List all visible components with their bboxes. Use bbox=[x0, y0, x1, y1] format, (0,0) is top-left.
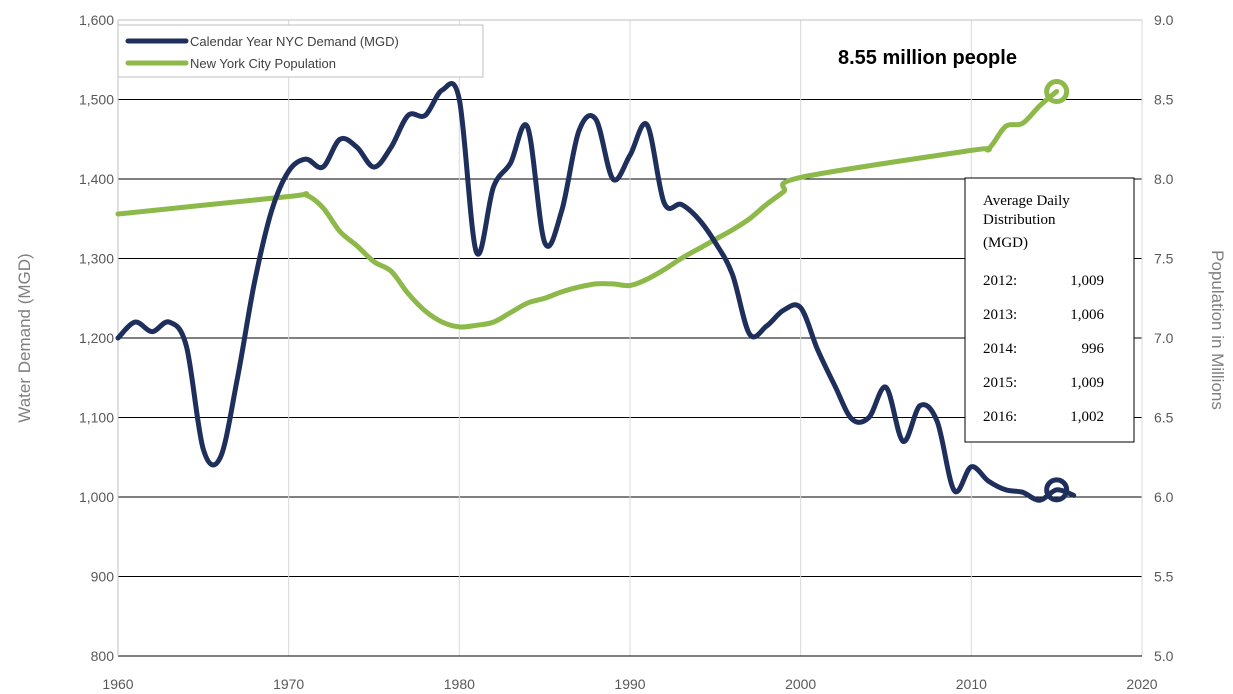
legend-label-demand: Calendar Year NYC Demand (MGD) bbox=[190, 34, 399, 49]
inset-row-value: 1,002 bbox=[1070, 409, 1104, 425]
y2-tick-label: 8.5 bbox=[1154, 92, 1174, 108]
inset-title-line-3: (MGD) bbox=[983, 235, 1028, 251]
y-tick-label: 1,600 bbox=[79, 12, 114, 28]
inset-row-year: 2014: bbox=[983, 341, 1017, 357]
y2-tick-label: 7.5 bbox=[1154, 251, 1174, 267]
inset-row-value: 1,006 bbox=[1070, 307, 1104, 323]
legend-box bbox=[117, 24, 484, 78]
inset-row-year: 2012: bbox=[983, 273, 1017, 289]
x-tick-label: 1960 bbox=[102, 676, 133, 692]
x-tick-label: 1980 bbox=[444, 676, 475, 692]
inset-row-year: 2016: bbox=[983, 409, 1017, 425]
y-tick-label: 900 bbox=[91, 569, 115, 585]
inset-title-line-1: Average Daily bbox=[983, 193, 1070, 209]
x-tick-label: 1990 bbox=[614, 676, 645, 692]
y2-tick-label: 9.0 bbox=[1154, 12, 1174, 28]
x-tick-label: 2000 bbox=[785, 676, 816, 692]
series-line-demand bbox=[115, 81, 1077, 503]
y2-tick-label: 8.0 bbox=[1154, 171, 1174, 187]
inset-row-value: 1,009 bbox=[1070, 273, 1104, 289]
marker-demand-2015 bbox=[1044, 477, 1070, 503]
inset-row-value: 1,009 bbox=[1070, 375, 1104, 391]
series-lines bbox=[115, 81, 1077, 503]
tick-labels: 800 900 1,000 1,100 1,200 1,300 1,400 1,500 1,60… bbox=[79, 12, 1174, 692]
inset-table: Average Daily Distribution (MGD) 2012: 1,… bbox=[964, 177, 1135, 443]
y-tick-label: 1,500 bbox=[79, 92, 114, 108]
inset-title-line-2: Distribution bbox=[983, 212, 1056, 228]
y2-tick-label: 5.0 bbox=[1154, 648, 1174, 664]
y2-tick-label: 5.5 bbox=[1154, 569, 1174, 585]
y2-tick-label: 7.0 bbox=[1154, 330, 1174, 346]
inset-rows: 2012: 1,009 2013: 1,006 2014: 996 2015: 1,009 20… bbox=[983, 273, 1105, 425]
legend-label-population: New York City Population bbox=[190, 56, 336, 71]
y-tick-label: 1,400 bbox=[79, 171, 114, 187]
legend: Calendar Year NYC Demand (MGD) New York … bbox=[117, 24, 484, 78]
y-tick-label: 1,100 bbox=[79, 410, 114, 426]
y-tick-label: 800 bbox=[91, 648, 115, 664]
x-tick-label: 1970 bbox=[273, 676, 304, 692]
grid bbox=[117, 19, 1143, 657]
end-markers bbox=[1044, 79, 1070, 503]
y2-tick-label: 6.0 bbox=[1154, 489, 1174, 505]
y2-tick-label: 6.5 bbox=[1154, 410, 1174, 426]
annotation-population: 8.55 million people bbox=[838, 47, 1017, 69]
x-tick-label: 2010 bbox=[956, 676, 987, 692]
y-tick-label: 1,300 bbox=[79, 251, 114, 267]
inset-table-box bbox=[964, 177, 1135, 443]
series-line-population bbox=[115, 89, 1060, 330]
inset-row-year: 2013: bbox=[983, 307, 1017, 323]
marker-population-2015 bbox=[1044, 79, 1070, 105]
inset-row-value: 996 bbox=[1082, 341, 1105, 357]
y-tick-label: 1,000 bbox=[79, 489, 114, 505]
y-tick-label: 1,200 bbox=[79, 330, 114, 346]
inset-row-year: 2015: bbox=[983, 375, 1017, 391]
x-tick-label: 2020 bbox=[1126, 676, 1157, 692]
y-axis-title: Water Demand (MGD) bbox=[15, 253, 34, 422]
y2-axis-title: Population in Millions bbox=[1208, 250, 1227, 410]
